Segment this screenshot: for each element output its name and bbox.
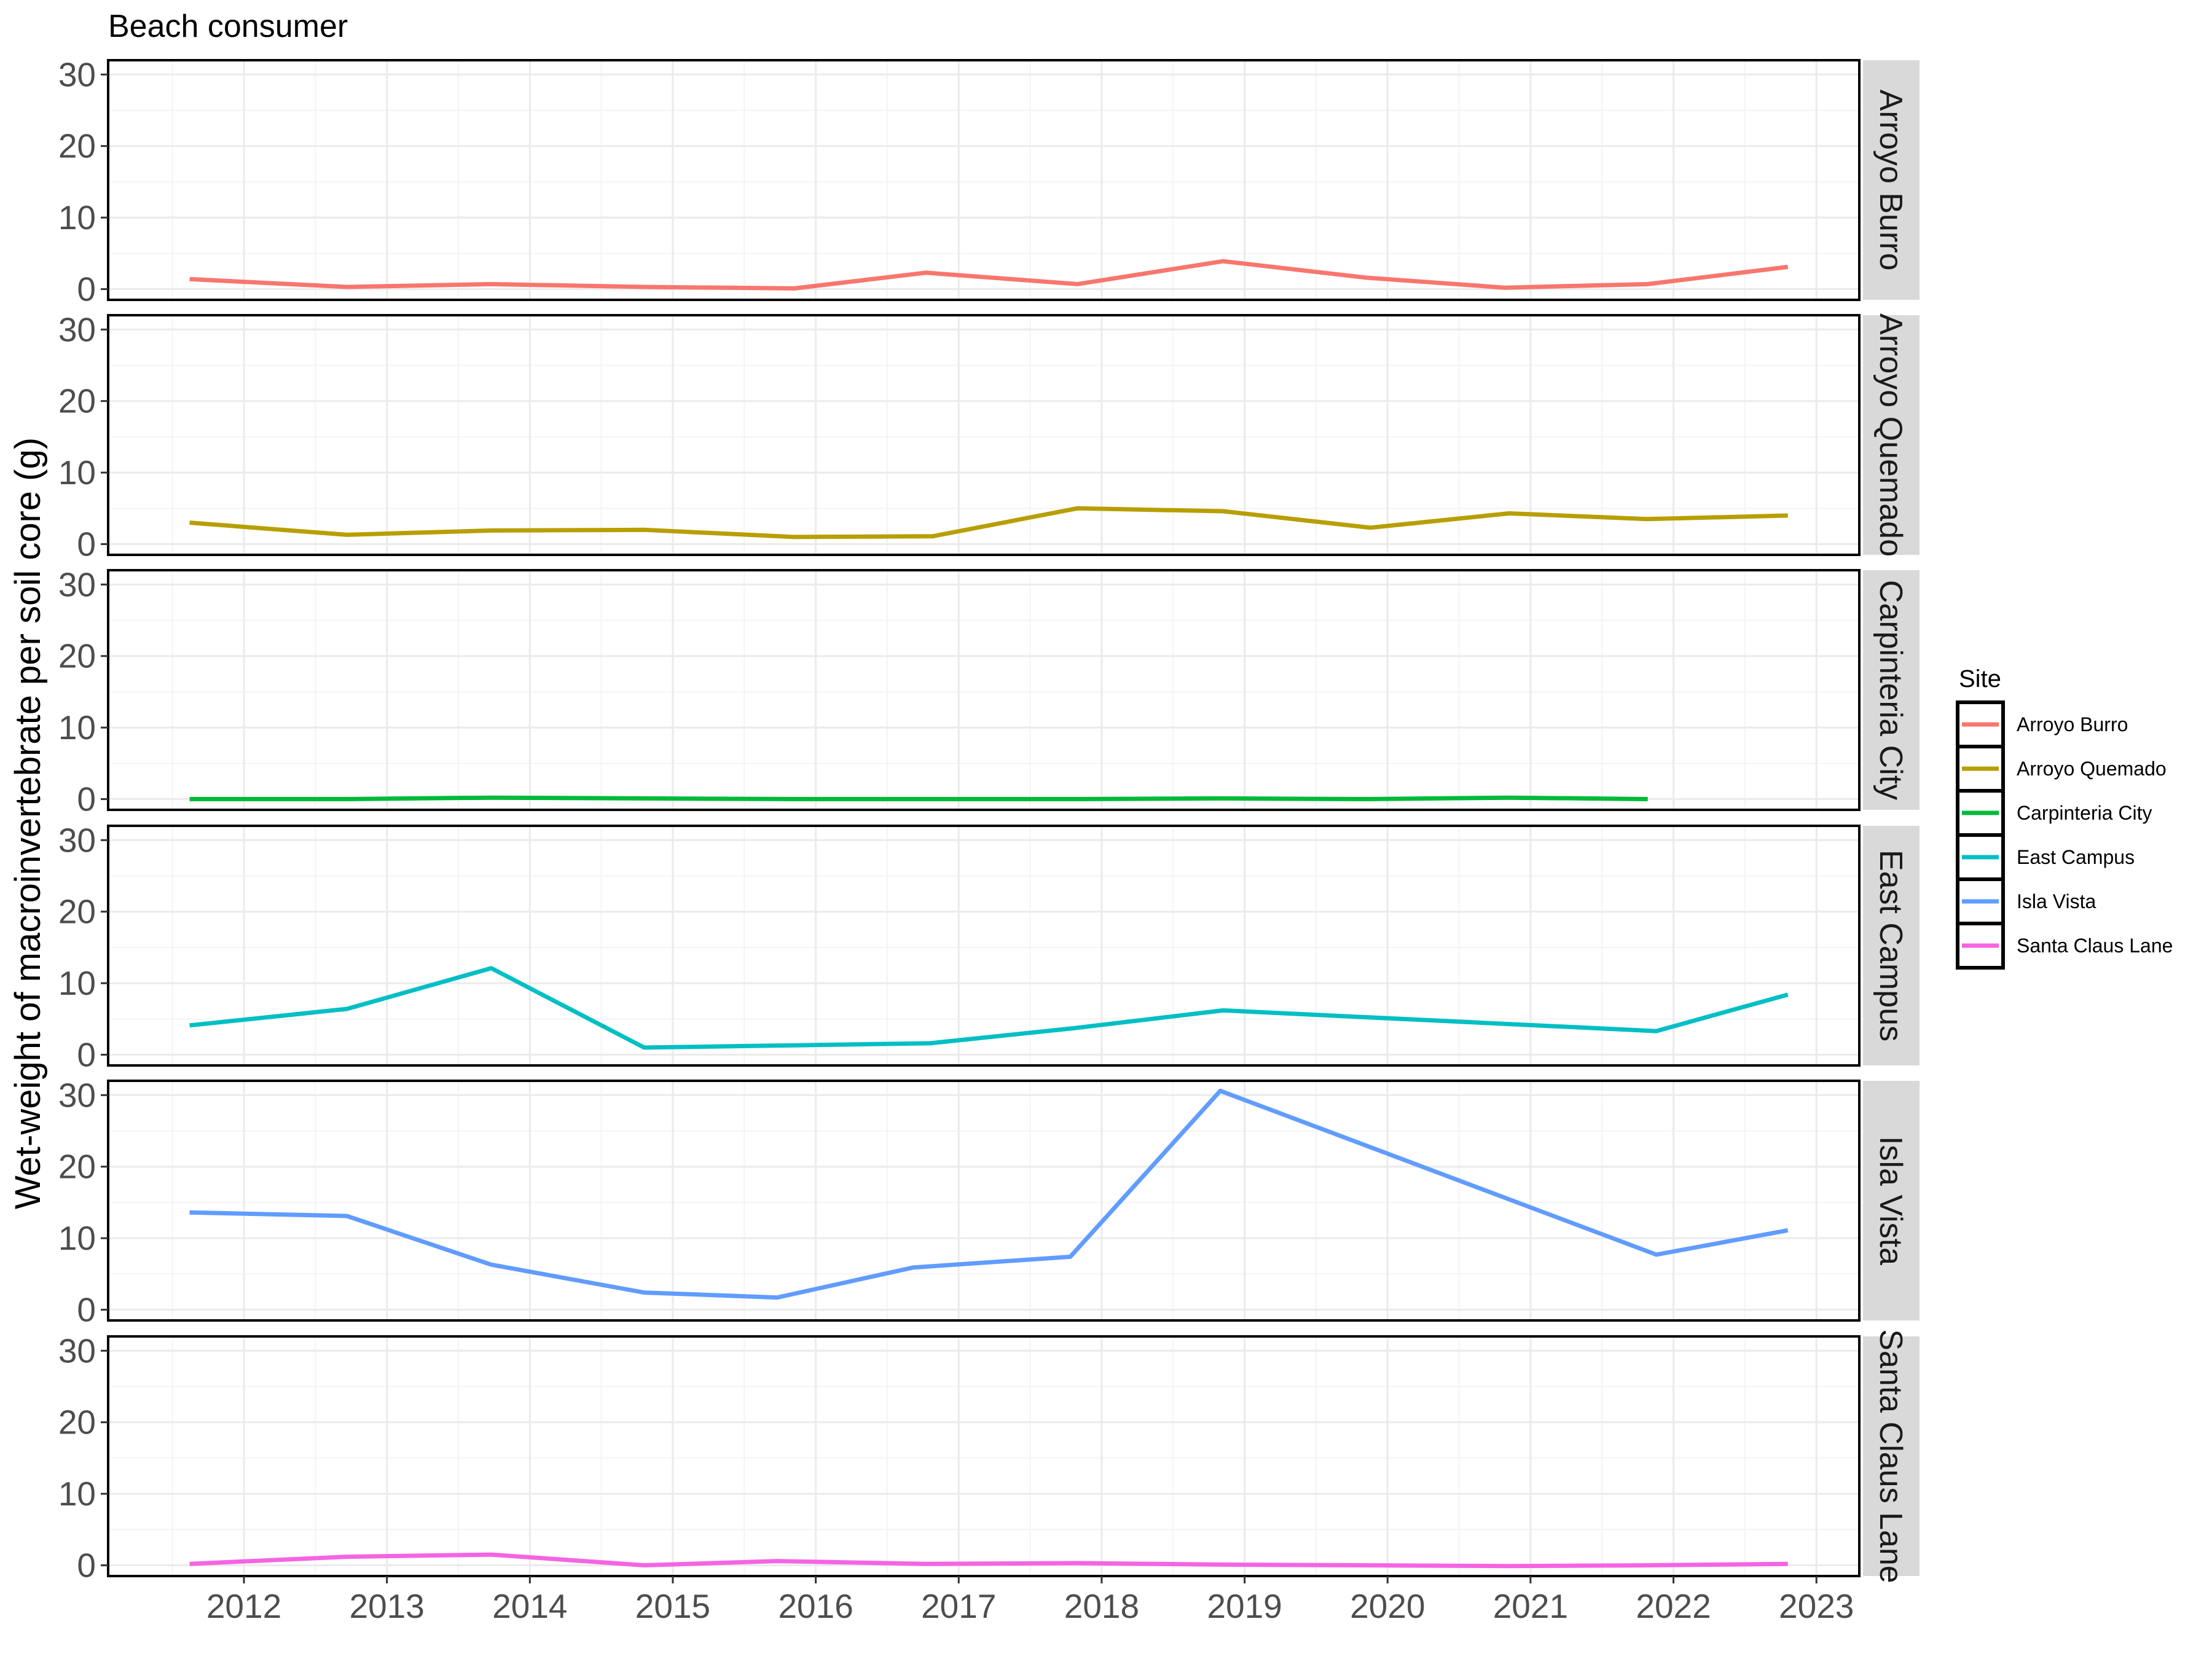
x-tick-label: 2013 xyxy=(349,1587,424,1625)
facet-strip-label: Santa Claus Lane xyxy=(1873,1329,1908,1583)
x-tick-label: 2021 xyxy=(1493,1587,1568,1625)
y-tick-label: 0 xyxy=(77,780,96,818)
panel-border xyxy=(107,569,1861,811)
panel-border xyxy=(107,1335,1861,1577)
facet-strip-label: Carpinteria City xyxy=(1873,580,1908,800)
facet-strip-label: Arroyo Quemado xyxy=(1873,313,1908,557)
x-tick-label: 2015 xyxy=(635,1587,710,1625)
facet-strip-label: East Campus xyxy=(1873,850,1908,1041)
panel-border xyxy=(107,1080,1861,1322)
y-tick-label: 10 xyxy=(58,1219,96,1257)
x-tick-label: 2012 xyxy=(206,1587,281,1625)
y-tick-label: 10 xyxy=(58,708,96,747)
legend-label: Santa Claus Lane xyxy=(2017,935,2173,957)
y-tick-label: 20 xyxy=(58,637,96,675)
y-tick-label: 0 xyxy=(77,525,96,563)
legend-item-arroyo-quemado: Arroyo Quemado xyxy=(1956,745,2167,793)
y-tick-label: 20 xyxy=(58,382,96,420)
panel-border xyxy=(107,314,1861,556)
legend-item-east-campus: East Campus xyxy=(1956,833,2135,881)
panel-background xyxy=(108,60,1859,300)
facet-strip xyxy=(1863,570,1920,810)
legend-item-isla-vista: Isla Vista xyxy=(1956,877,2096,925)
y-tick-label: 0 xyxy=(77,1291,96,1329)
legend-item-carpinteria-city: Carpinteria City xyxy=(1956,789,2152,837)
series-line-arroyo-burro xyxy=(189,259,1789,291)
legend-item-arroyo-burro: Arroyo Burro xyxy=(1956,700,2128,748)
y-tick-label: 30 xyxy=(58,310,96,348)
panel-border xyxy=(107,825,1861,1067)
x-tick-label: 2022 xyxy=(1636,1587,1711,1625)
facet-isla-vista: 0 10 20 30 Isla Vista xyxy=(58,1076,1920,1329)
legend-item-santa-claus-lane: Santa Claus Lane xyxy=(1956,922,2173,970)
facet-east-campus: 0 10 20 30 East Campus xyxy=(58,821,1920,1074)
series-line-santa-claus-lane xyxy=(189,1552,1788,1569)
series-line-isla-vista xyxy=(189,1088,1789,1300)
y-tick-label: 10 xyxy=(58,198,96,237)
series-line-arroyo-quemado xyxy=(189,506,1788,539)
legend-label: Isla Vista xyxy=(2017,890,2096,912)
facet-strip xyxy=(1863,1081,1920,1320)
x-tick-label: 2018 xyxy=(1064,1587,1139,1625)
y-tick-label: 30 xyxy=(58,55,96,93)
facet-strip xyxy=(1863,826,1920,1065)
y-tick-label: 30 xyxy=(58,1076,96,1114)
facet-arroyo-burro: 0 10 20 30 Arroyo Burro xyxy=(58,55,1920,308)
y-tick-label: 20 xyxy=(58,127,96,165)
facet-strip xyxy=(1863,315,1920,555)
facet-strip xyxy=(1863,1336,1920,1576)
x-tick-label: 2016 xyxy=(778,1587,853,1625)
y-tick-label: 10 xyxy=(58,453,96,492)
y-tick-label: 20 xyxy=(58,1403,96,1441)
panel-background xyxy=(108,1081,1859,1320)
facet-strip-label: Arroyo Burro xyxy=(1873,90,1908,271)
facet-carpinteria-city: 0 10 20 30 Carpinteria City xyxy=(58,565,1920,818)
y-tick-label: 0 xyxy=(77,270,96,308)
panel-background xyxy=(108,1336,1859,1576)
y-axis-title: Wet-weight of macroinvertebrate per soil… xyxy=(8,437,48,1209)
x-tick-label: 2019 xyxy=(1207,1587,1282,1625)
facet-strip-label: Isla Vista xyxy=(1873,1136,1908,1265)
y-tick-label: 10 xyxy=(58,964,96,1002)
legend-label: Carpinteria City xyxy=(2017,802,2152,824)
x-tick-label: 2014 xyxy=(492,1587,567,1625)
y-tick-label: 0 xyxy=(77,1547,96,1585)
legend: Site Arroyo Burro Arroyo Quemado Carpinter… xyxy=(1956,665,2173,970)
series-line-carpinteria-city xyxy=(189,795,1648,801)
panel-border xyxy=(107,59,1861,301)
x-axis: 2012 2013 2014 2015 2016 2017 2018 2019 2020 2021… xyxy=(206,1576,1854,1625)
x-tick-label: 2017 xyxy=(921,1587,996,1625)
facet-strip xyxy=(1863,60,1920,300)
y-tick-label: 0 xyxy=(77,1036,96,1074)
chart-title: Beach consumer xyxy=(108,9,348,44)
panel-background xyxy=(108,570,1859,810)
y-tick-label: 10 xyxy=(58,1475,96,1513)
legend-label: Arroyo Quemado xyxy=(2017,758,2167,780)
x-tick-label: 2023 xyxy=(1779,1587,1854,1625)
facet-arroyo-quemado: 0 10 20 30 Arroyo Quemado xyxy=(58,310,1920,563)
x-tick-label: 2020 xyxy=(1350,1587,1425,1625)
series-line-east-campus xyxy=(189,966,1789,1050)
y-tick-label: 30 xyxy=(58,821,96,859)
facet-panels: 0 10 20 30 Arroyo Burro 0 10 20 30 Arroyo Quemado… xyxy=(58,55,1920,1585)
y-tick-label: 20 xyxy=(58,893,96,931)
legend-label: East Campus xyxy=(2017,846,2135,868)
y-tick-label: 20 xyxy=(58,1148,96,1186)
legend-label: Arroyo Burro xyxy=(2017,713,2128,735)
y-tick-label: 30 xyxy=(58,565,96,603)
y-tick-label: 30 xyxy=(58,1332,96,1370)
legend-title: Site xyxy=(1959,665,2001,692)
facet-santa-claus-lane: 0 10 20 30 Santa Claus Lane xyxy=(58,1329,1920,1585)
